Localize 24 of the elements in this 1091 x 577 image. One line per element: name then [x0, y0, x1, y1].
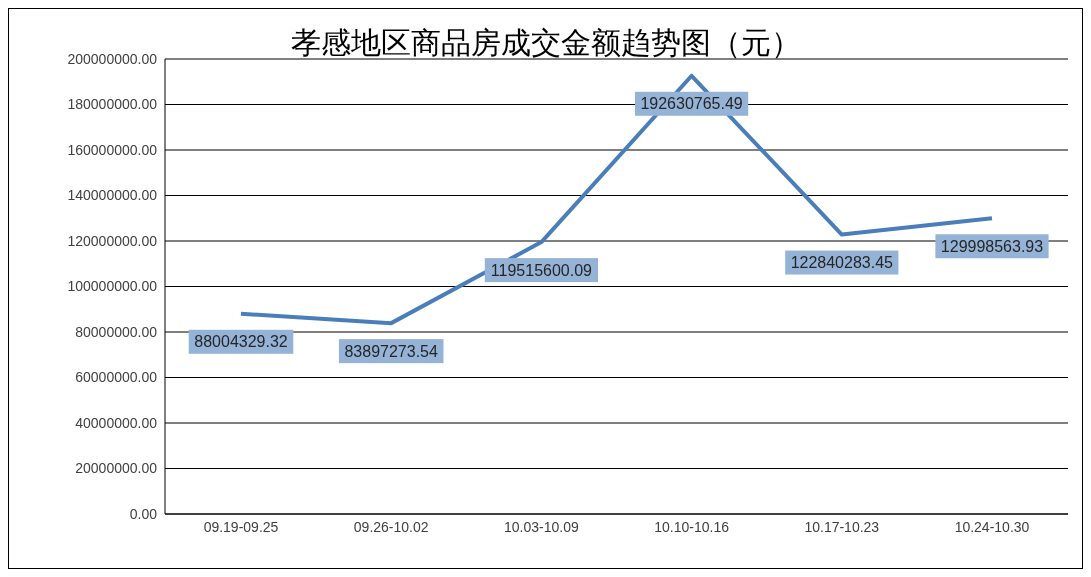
y-tick-label: 140000000.00	[67, 187, 158, 204]
x-tick-label: 10.24-10.30	[954, 518, 1030, 535]
y-tick-label: 80000000.00	[75, 323, 158, 340]
y-tick-label: 180000000.00	[67, 96, 158, 113]
y-tick-label: 100000000.00	[67, 278, 158, 295]
x-tick-label: 10.03-10.09	[504, 518, 579, 535]
data-label: 88004329.32	[194, 333, 288, 351]
y-tick-label: 160000000.00	[67, 141, 158, 158]
data-label: 119515600.09	[490, 261, 593, 279]
chart-title: 孝感地区商品房成交金额趋势图（元）	[290, 25, 801, 60]
data-label: 129998563.93	[940, 237, 1044, 255]
y-tick-label: 60000000.00	[75, 369, 158, 386]
x-tick-label: 09.19-09.25	[203, 518, 279, 535]
y-tick-label: 0.00	[129, 505, 158, 522]
x-tick-label: 10.10-10.16	[654, 518, 730, 535]
data-label: 83897273.54	[344, 342, 439, 360]
y-tick-label: 200000000.00	[67, 50, 158, 67]
x-tick-label: 09.26-10.02	[353, 518, 429, 535]
y-tick-label: 20000000.00	[75, 460, 158, 477]
x-tick-label: 10.17-10.23	[804, 518, 880, 535]
data-label: 122840283.45	[790, 254, 894, 272]
data-label: 192630765.49	[640, 95, 743, 113]
y-tick-label: 40000000.00	[75, 414, 158, 431]
y-tick-label: 120000000.00	[67, 232, 158, 249]
